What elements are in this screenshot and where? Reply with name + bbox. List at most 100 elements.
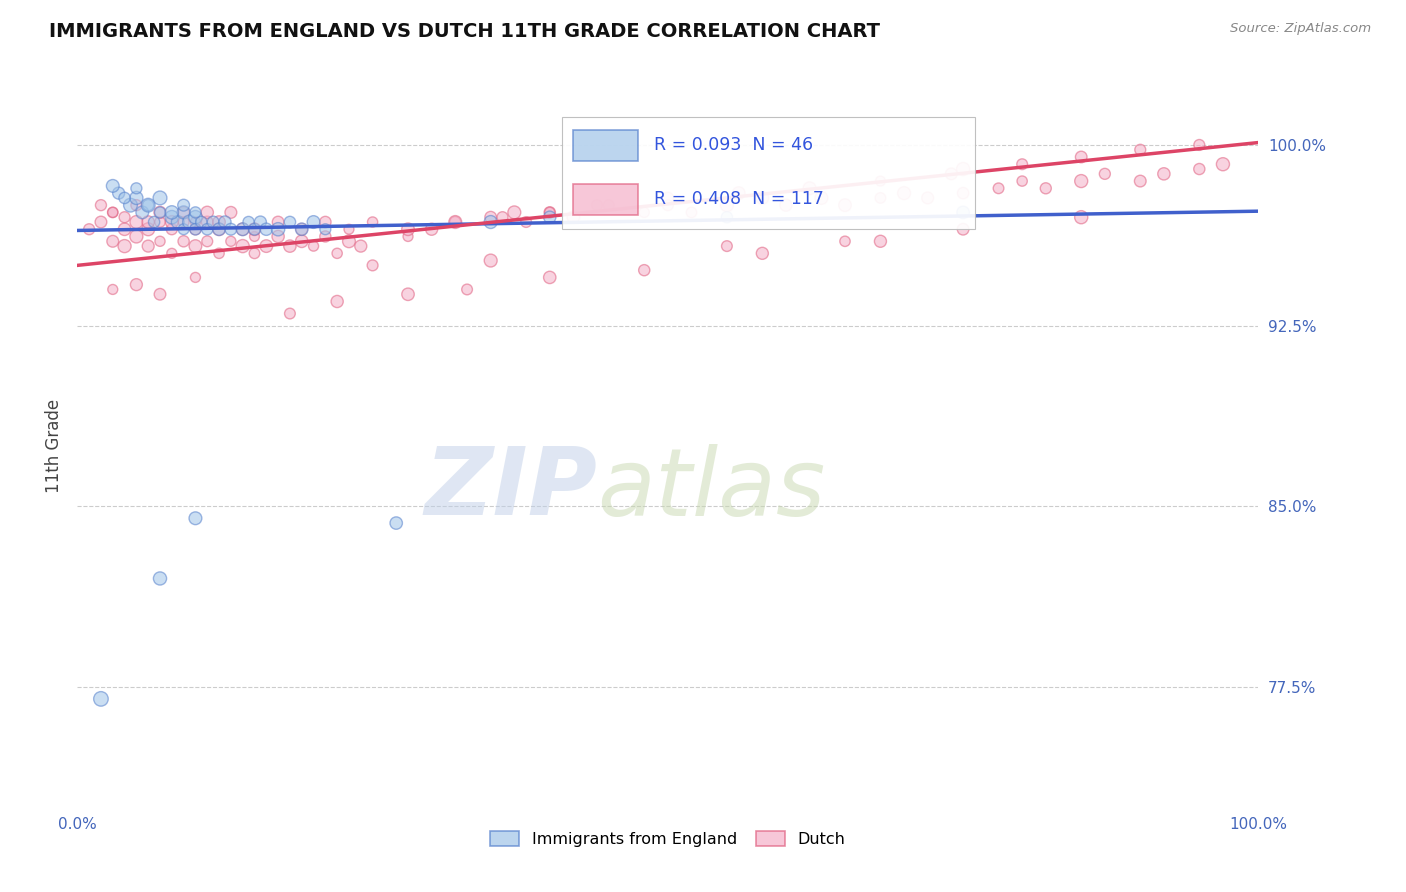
Point xyxy=(716,239,738,253)
Point xyxy=(657,198,679,212)
Point xyxy=(243,222,266,236)
Point xyxy=(1188,161,1211,176)
Point xyxy=(267,222,290,236)
Point xyxy=(173,215,195,229)
Point xyxy=(149,234,172,248)
Point xyxy=(314,222,336,236)
Point xyxy=(810,191,832,205)
Point xyxy=(1188,137,1211,152)
Point xyxy=(232,222,254,236)
Point xyxy=(90,198,112,212)
Point xyxy=(101,178,124,193)
Point xyxy=(444,215,467,229)
Point xyxy=(149,205,172,219)
Point xyxy=(361,258,384,272)
Point xyxy=(952,186,974,200)
Point xyxy=(166,215,188,229)
Point xyxy=(232,239,254,253)
Point xyxy=(799,181,821,195)
Point xyxy=(219,222,242,236)
Y-axis label: 11th Grade: 11th Grade xyxy=(45,399,63,493)
Point xyxy=(278,215,301,229)
Point xyxy=(173,205,195,219)
Point xyxy=(1035,181,1057,195)
Point xyxy=(302,239,325,253)
Bar xyxy=(574,185,638,215)
Point xyxy=(173,198,195,212)
Point xyxy=(149,287,172,301)
Point xyxy=(208,215,231,229)
Point xyxy=(184,270,207,285)
Point xyxy=(114,222,136,236)
Point xyxy=(232,222,254,236)
Point xyxy=(444,215,467,229)
Legend: Immigrants from England, Dutch: Immigrants from England, Dutch xyxy=(484,825,852,854)
Point xyxy=(125,181,148,195)
Point xyxy=(361,215,384,229)
Point xyxy=(1094,167,1116,181)
Point xyxy=(101,205,124,219)
Point xyxy=(90,215,112,229)
Point xyxy=(716,210,738,224)
Point xyxy=(917,191,939,205)
Point xyxy=(337,222,360,236)
Point xyxy=(314,215,336,229)
Point xyxy=(101,234,124,248)
Point xyxy=(179,215,201,229)
Point xyxy=(136,198,159,212)
Point xyxy=(515,215,537,229)
Point xyxy=(1212,157,1234,171)
Point xyxy=(1070,174,1092,188)
Point xyxy=(219,234,242,248)
Point xyxy=(326,294,349,309)
Point xyxy=(350,239,373,253)
Point xyxy=(291,222,314,236)
Point xyxy=(195,222,218,236)
Point xyxy=(1070,210,1092,224)
Point xyxy=(326,246,349,260)
Point xyxy=(1129,143,1152,157)
Point xyxy=(208,222,231,236)
Point xyxy=(278,306,301,320)
Point xyxy=(238,215,260,229)
Point xyxy=(681,205,703,219)
Point xyxy=(869,191,891,205)
Point xyxy=(1070,150,1092,164)
Point xyxy=(291,222,314,236)
Point xyxy=(538,270,561,285)
Point xyxy=(479,253,502,268)
Point xyxy=(941,167,963,181)
Point xyxy=(775,198,797,212)
Point xyxy=(120,198,142,212)
Point xyxy=(420,222,443,236)
Point xyxy=(160,222,183,236)
Text: Source: ZipAtlas.com: Source: ZipAtlas.com xyxy=(1230,22,1371,36)
Point xyxy=(107,186,129,200)
Point xyxy=(1011,174,1033,188)
Point xyxy=(396,222,419,236)
Point xyxy=(184,222,207,236)
Point xyxy=(160,210,183,224)
Point xyxy=(479,215,502,229)
Text: ZIP: ZIP xyxy=(425,443,598,535)
Point xyxy=(101,282,124,296)
Point xyxy=(385,516,408,530)
Point xyxy=(657,191,679,205)
Point xyxy=(143,215,166,229)
Point xyxy=(503,205,526,219)
Point xyxy=(149,205,172,219)
Point xyxy=(114,191,136,205)
Point xyxy=(491,210,513,224)
Point xyxy=(267,215,290,229)
Point xyxy=(184,511,207,525)
Point xyxy=(952,205,974,219)
Point xyxy=(160,246,183,260)
Point xyxy=(598,198,620,212)
Point xyxy=(149,215,172,229)
Text: atlas: atlas xyxy=(598,444,825,535)
Point xyxy=(869,234,891,248)
Point xyxy=(208,222,231,236)
Point xyxy=(131,205,153,219)
Point xyxy=(834,234,856,248)
Point xyxy=(1153,167,1175,181)
